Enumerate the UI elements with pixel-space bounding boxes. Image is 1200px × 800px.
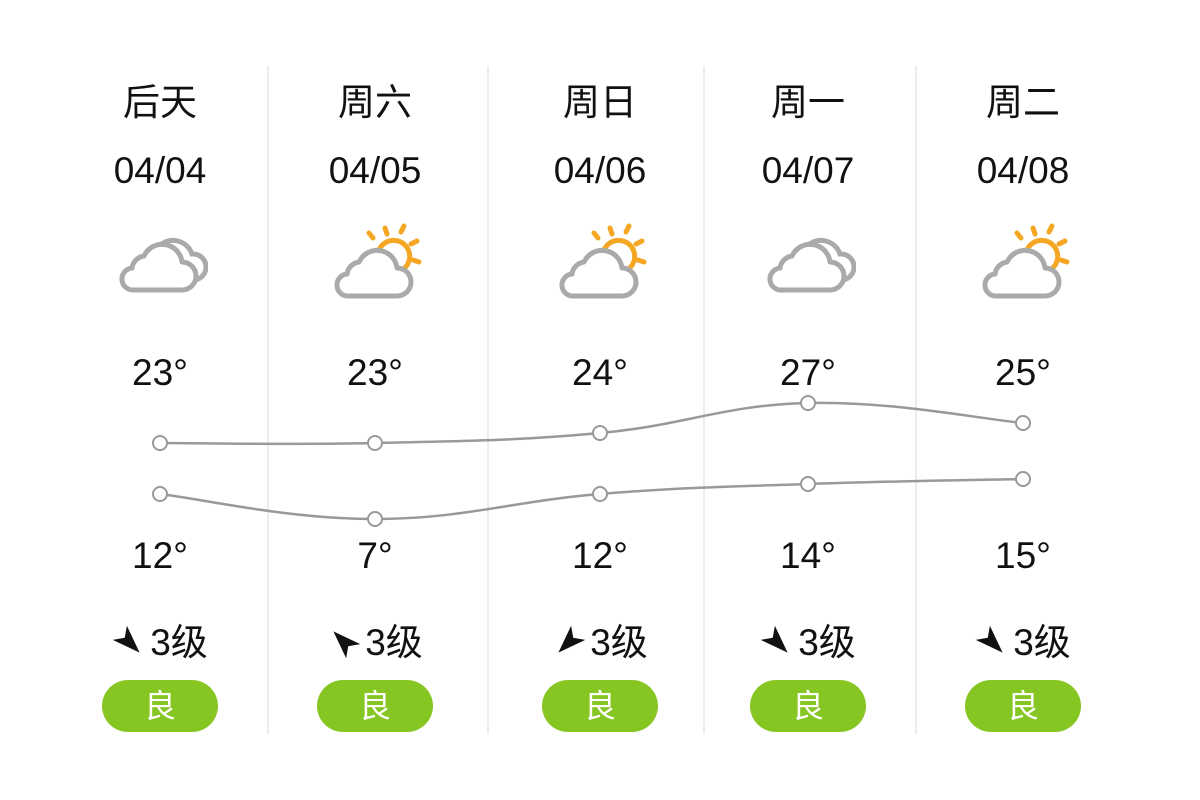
wind-direction-arrow-icon: [760, 625, 788, 653]
wind-info: 3级: [52, 612, 268, 666]
day-label: 后天: [123, 81, 197, 124]
day-label: 周一: [771, 81, 845, 124]
date-label: 04/04: [113, 150, 207, 191]
wind-level: 3级: [590, 622, 648, 663]
date-label: 04/07: [761, 150, 855, 191]
wind-info: 3级: [492, 612, 708, 666]
low-temp: 7°: [357, 535, 393, 576]
aqi-badge[interactable]: 良: [542, 680, 658, 732]
day-label: 周日: [563, 81, 637, 124]
date-label: 04/06: [553, 150, 647, 191]
low-temp: 14°: [780, 535, 836, 576]
day-column[interactable]: 周一 04/07 27° 14° 3级 良: [700, 0, 916, 800]
aqi-badge[interactable]: 良: [750, 680, 866, 732]
day-column[interactable]: 周二 04/08 25° 15° 3级 良: [915, 0, 1131, 800]
aqi-badge[interactable]: 良: [102, 680, 218, 732]
wind-direction-arrow-icon: [112, 625, 140, 653]
date-label: 04/05: [328, 150, 422, 191]
date-label: 04/08: [976, 150, 1070, 191]
high-temp: 27°: [780, 352, 836, 393]
day-label: 周六: [338, 81, 412, 124]
aqi-badge[interactable]: 良: [965, 680, 1081, 732]
wind-level: 3级: [365, 622, 423, 663]
day-column[interactable]: 周六 04/05 23° 7° 3级 良: [267, 0, 483, 800]
low-temp: 12°: [132, 535, 188, 576]
column-divider: [267, 66, 269, 734]
partly-cloudy-icon: [975, 220, 1071, 304]
wind-level: 3级: [1013, 622, 1071, 663]
wind-level: 3级: [150, 622, 208, 663]
wind-level: 3级: [798, 622, 856, 663]
partly-cloudy-icon: [552, 220, 648, 304]
wind-direction-arrow-icon: [558, 625, 586, 653]
column-divider: [487, 66, 489, 734]
column-divider: [915, 66, 917, 734]
high-temp: 25°: [995, 352, 1051, 393]
low-temp: 15°: [995, 535, 1051, 576]
cloudy-icon: [112, 220, 209, 304]
high-temp: 23°: [347, 352, 403, 393]
day-column[interactable]: 后天 04/04 23° 12° 3级 良: [52, 0, 268, 800]
aqi-badge[interactable]: 良: [317, 680, 433, 732]
cloudy-icon: [760, 220, 857, 304]
wind-info: 3级: [700, 612, 916, 666]
wind-info: 3级: [915, 612, 1131, 666]
wind-direction-arrow-icon: [975, 625, 1003, 653]
high-temp: 23°: [132, 352, 188, 393]
partly-cloudy-icon: [327, 220, 423, 304]
column-divider: [703, 66, 705, 734]
day-column[interactable]: 周日 04/06 24° 12° 3级 良: [492, 0, 708, 800]
high-temp: 24°: [572, 352, 628, 393]
low-temp: 12°: [572, 535, 628, 576]
wind-info: 3级: [267, 612, 483, 666]
wind-direction-arrow-icon: [333, 631, 361, 659]
day-label: 周二: [986, 81, 1060, 124]
